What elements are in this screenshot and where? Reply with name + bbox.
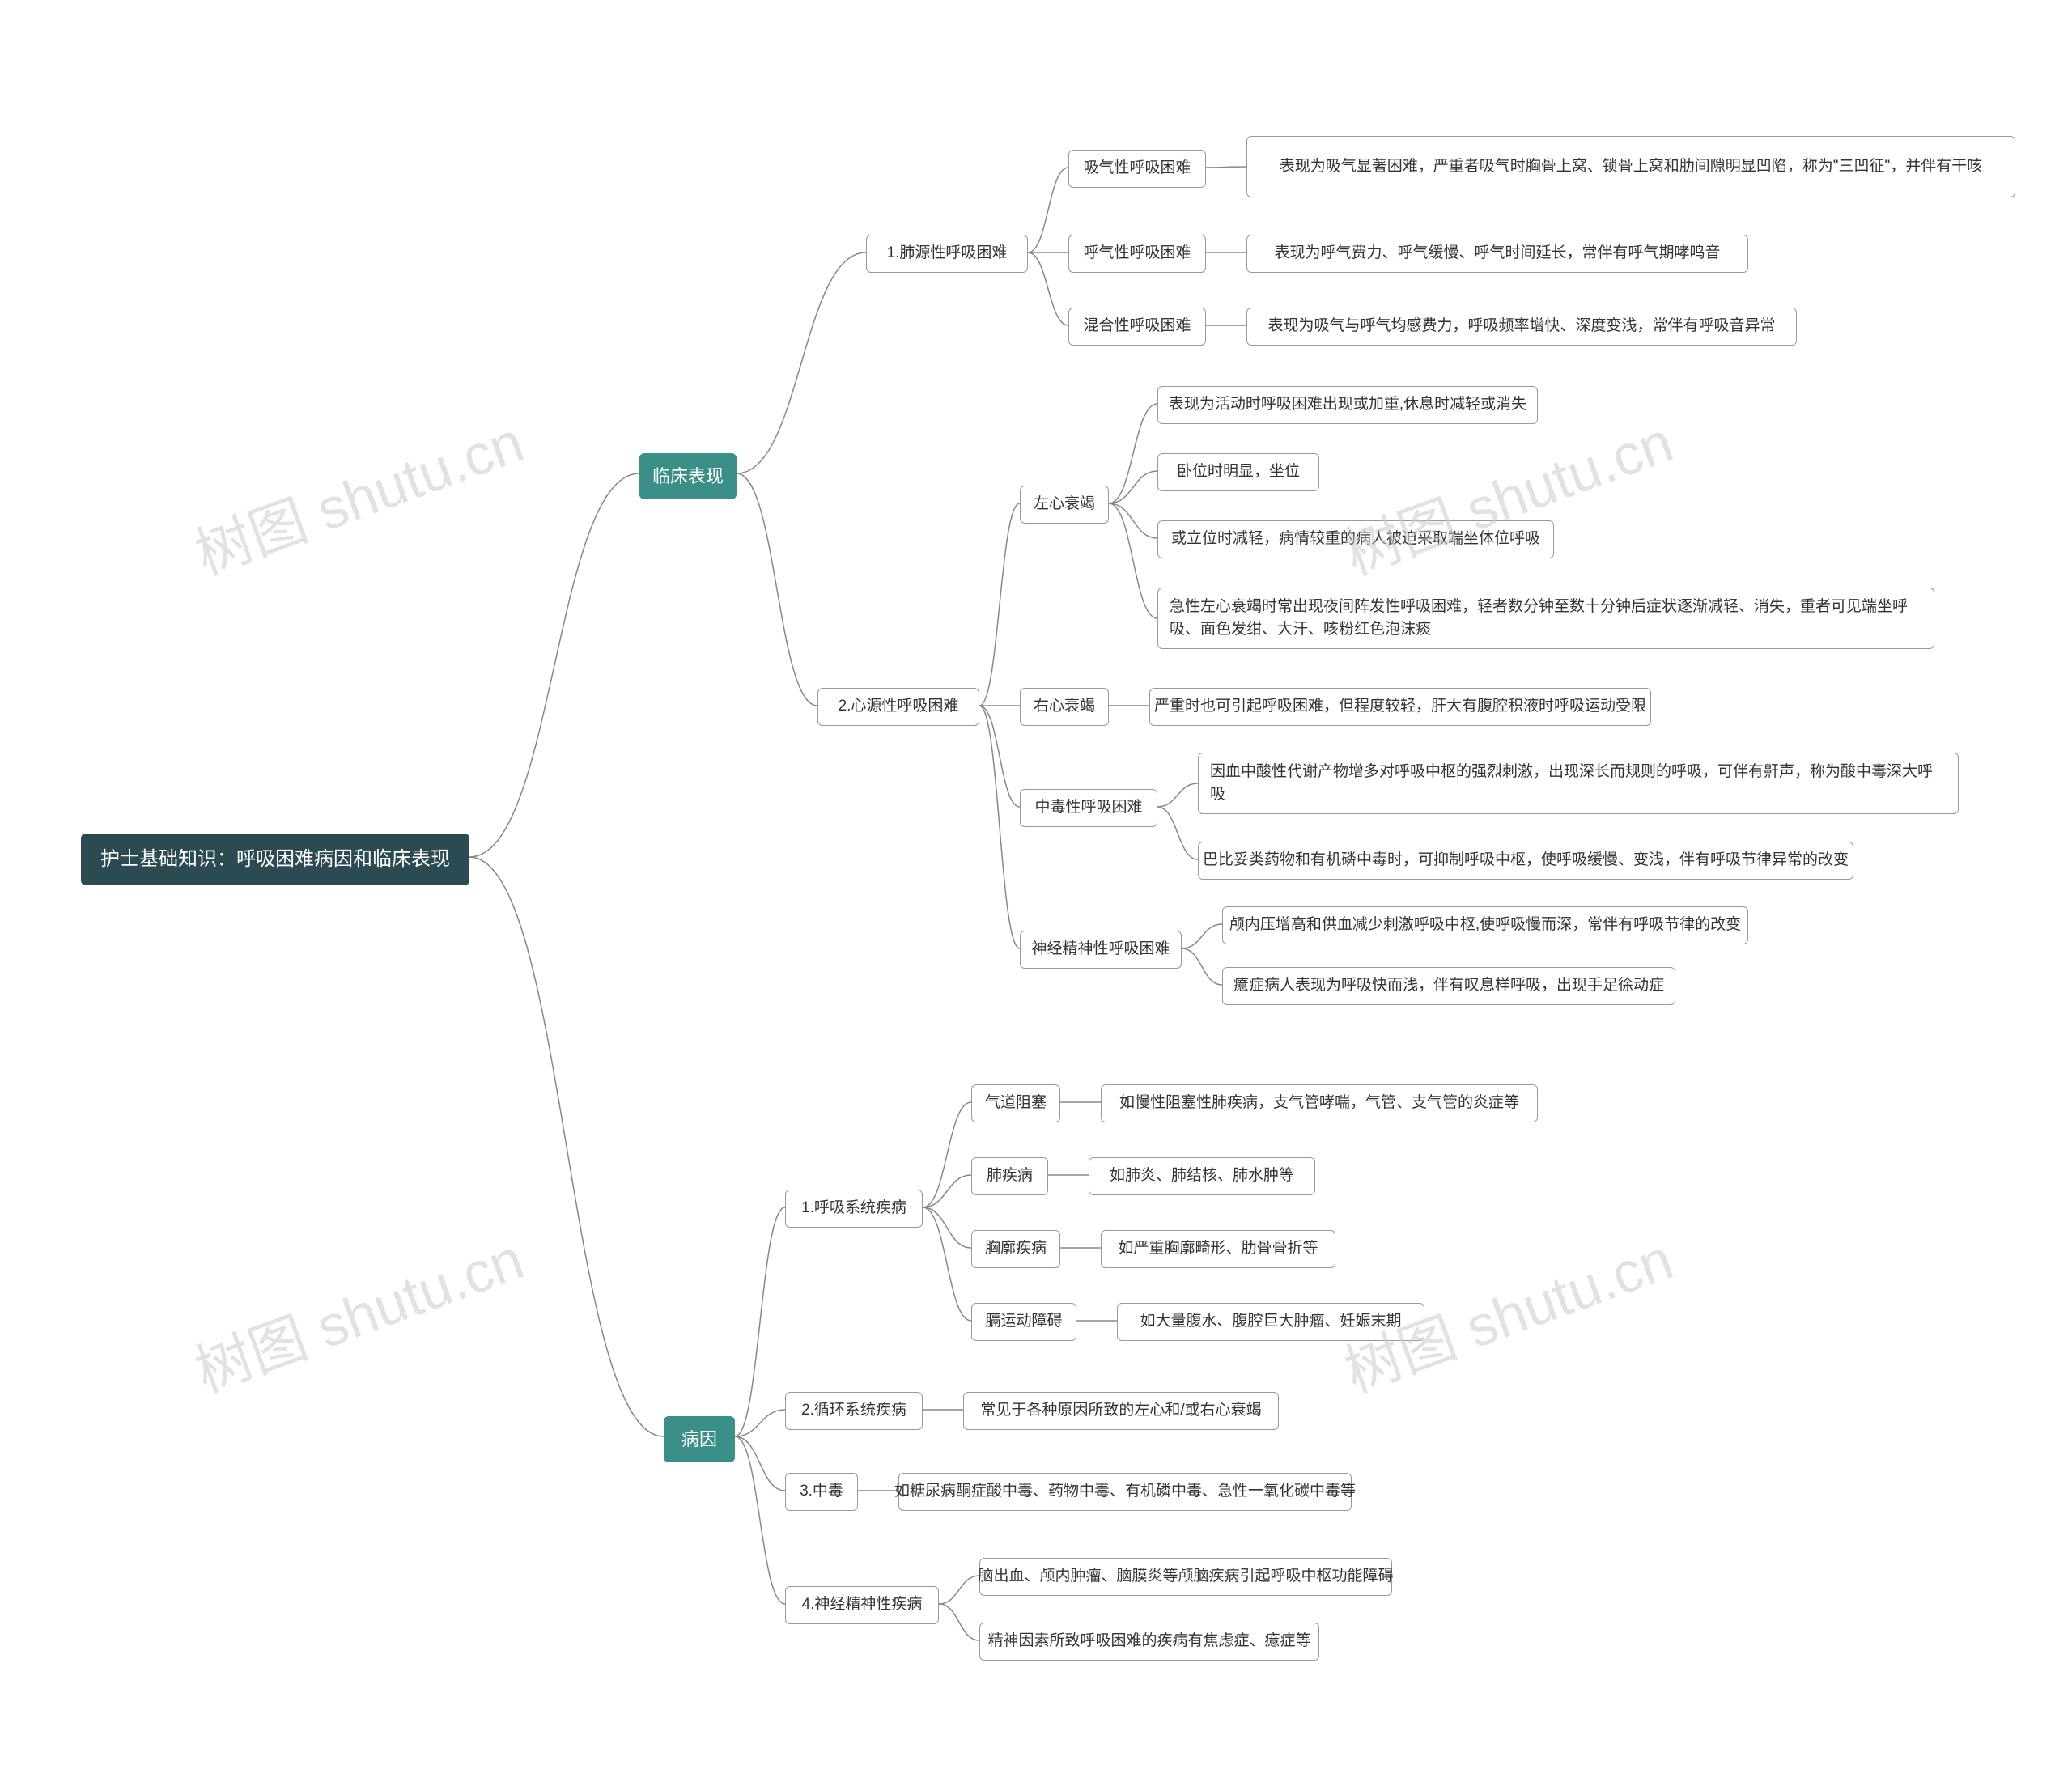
mindmap-node: 2.循环系统疾病 bbox=[785, 1392, 923, 1430]
mindmap-node: 4.神经精神性疾病 bbox=[785, 1586, 939, 1624]
mindmap-node: 脑出血、颅内肿瘤、脑膜炎等颅脑疾病引起呼吸中枢功能障碍 bbox=[979, 1558, 1392, 1596]
watermark-text: 树图 shutu.cn bbox=[183, 1215, 533, 1409]
mindmap-node: 1.肺源性呼吸困难 bbox=[866, 235, 1028, 273]
mindmap-node: 表现为活动时呼吸困难出现或加重,休息时减轻或消失 bbox=[1157, 386, 1538, 424]
mindmap-node: 急性左心衰竭时常出现夜间阵发性呼吸困难，轻者数分钟至数十分钟后症状逐渐减轻、消失… bbox=[1157, 588, 1934, 649]
mindmap-node: 表现为吸气显著困难，严重者吸气时胸骨上窝、锁骨上窝和肋间隙明显凹陷，称为"三凹征… bbox=[1246, 136, 2015, 197]
watermark-text: 树图 shutu.cn bbox=[183, 397, 533, 592]
mindmap-node: 精神因素所致呼吸困难的疾病有焦虑症、癔症等 bbox=[979, 1623, 1319, 1661]
mindmap-node: 如严重胸廓畸形、肋骨骨折等 bbox=[1101, 1230, 1335, 1268]
mindmap-node: 气道阻塞 bbox=[971, 1084, 1060, 1122]
mindmap-node: 严重时也可引起呼吸困难，但程度较轻，肝大有腹腔积液时呼吸运动受限 bbox=[1149, 688, 1651, 726]
mindmap-node: 表现为呼气费力、呼气缓慢、呼气时间延长，常伴有呼气期哮鸣音 bbox=[1246, 235, 1748, 273]
mindmap-node: 3.中毒 bbox=[785, 1473, 858, 1511]
mindmap-node: 1.呼吸系统疾病 bbox=[785, 1190, 923, 1228]
mindmap-node: 左心衰竭 bbox=[1020, 486, 1109, 524]
mindmap-node: 如慢性阻塞性肺疾病，支气管哮喘，气管、支气管的炎症等 bbox=[1101, 1084, 1538, 1122]
mindmap-node: 神经精神性呼吸困难 bbox=[1020, 931, 1182, 969]
mindmap-node: 如糖尿病酮症酸中毒、药物中毒、有机磷中毒、急性一氧化碳中毒等 bbox=[898, 1473, 1352, 1511]
mindmap-node: 临床表现 bbox=[639, 453, 737, 499]
mindmap-node: 中毒性呼吸困难 bbox=[1020, 789, 1157, 827]
mindmap-node: 因血中酸性代谢产物增多对呼吸中枢的强烈刺激，出现深长而规则的呼吸，可伴有鼾声，称… bbox=[1198, 753, 1959, 814]
mindmap-canvas: 护士基础知识：呼吸困难病因和临床表现 临床表现病因 1.肺源性呼吸困难 吸气性呼吸困难… bbox=[0, 0, 2072, 1765]
mindmap-node: 护士基础知识：呼吸困难病因和临床表现 bbox=[81, 834, 469, 885]
mindmap-node: 癔症病人表现为呼吸快而浅，伴有叹息样呼吸，出现手足徐动症 bbox=[1222, 967, 1675, 1005]
mindmap-node: 右心衰竭 bbox=[1020, 688, 1109, 726]
mindmap-node: 或立位时减轻，病情较重的病人被迫采取端坐体位呼吸 bbox=[1157, 520, 1554, 558]
mindmap-node: 表现为吸气与呼气均感费力，呼吸频率增快、深度变浅，常伴有呼吸音异常 bbox=[1246, 308, 1797, 346]
mindmap-node: 吸气性呼吸困难 bbox=[1068, 150, 1206, 188]
mindmap-node: 常见于各种原因所致的左心和/或右心衰竭 bbox=[963, 1392, 1279, 1430]
mindmap-node: 颅内压增高和供血减少刺激呼吸中枢,使呼吸慢而深，常伴有呼吸节律的改变 bbox=[1222, 906, 1748, 944]
mindmap-node: 2.心源性呼吸困难 bbox=[817, 688, 979, 726]
mindmap-node: 卧位时明显，坐位 bbox=[1157, 453, 1319, 491]
mindmap-node: 如大量腹水、腹腔巨大肿瘤、妊娠末期 bbox=[1117, 1303, 1424, 1341]
mindmap-node: 巴比妥类药物和有机磷中毒时，可抑制呼吸中枢，使呼吸缓慢、变浅，伴有呼吸节律异常的… bbox=[1198, 842, 1853, 880]
watermark-text: 树图 shutu.cn bbox=[1332, 397, 1683, 592]
mindmap-node: 呼气性呼吸困难 bbox=[1068, 235, 1206, 273]
mindmap-node: 如肺炎、肺结核、肺水肿等 bbox=[1089, 1157, 1315, 1195]
mindmap-node: 肺疾病 bbox=[971, 1157, 1048, 1195]
mindmap-node: 膈运动障碍 bbox=[971, 1303, 1076, 1341]
mindmap-node: 胸廓疾病 bbox=[971, 1230, 1060, 1268]
mindmap-node: 混合性呼吸困难 bbox=[1068, 308, 1206, 346]
mindmap-node: 病因 bbox=[664, 1416, 735, 1462]
